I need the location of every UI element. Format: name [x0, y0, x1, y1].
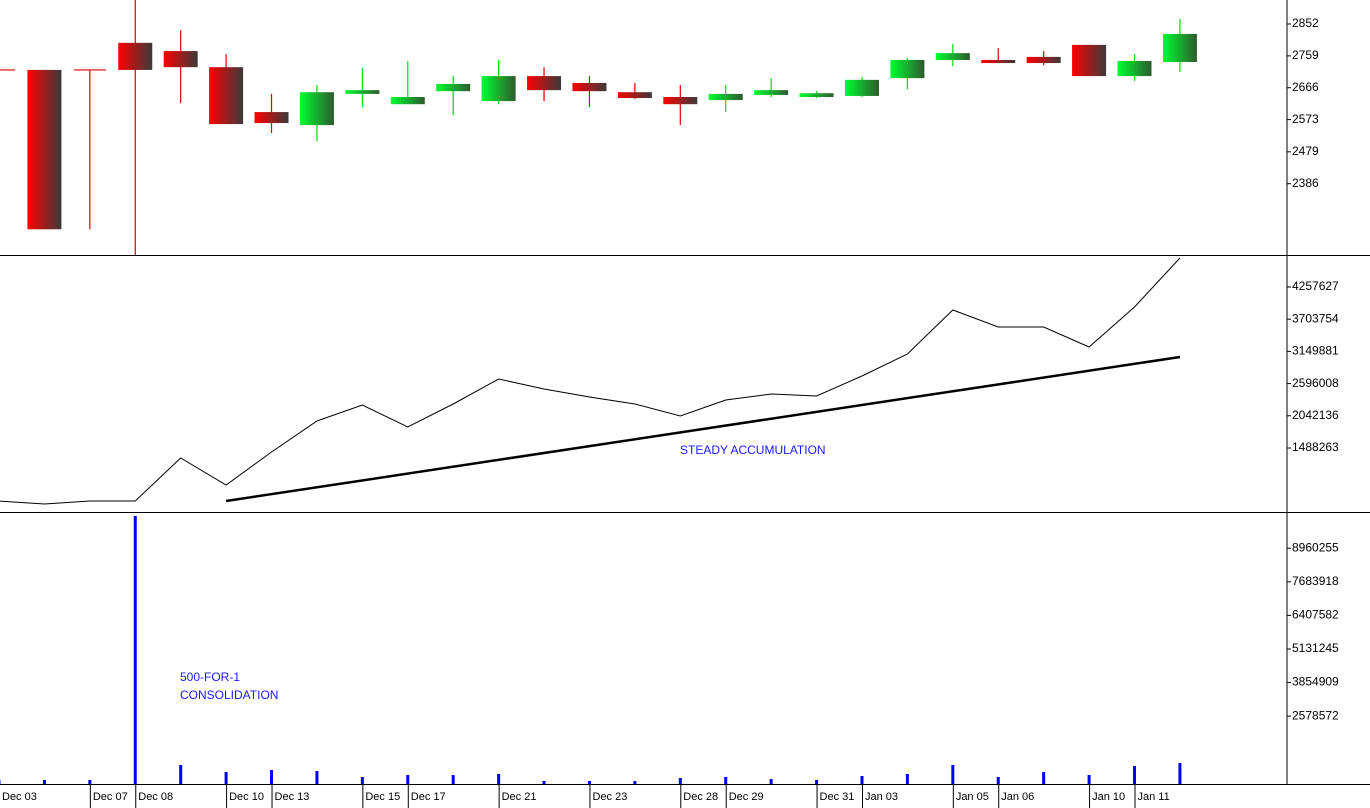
y-tick-label: 4257627: [1292, 279, 1339, 293]
x-tick-label: Dec 28: [683, 791, 718, 803]
volume-bar: [1133, 766, 1136, 784]
x-tick-label: Dec 08: [138, 791, 173, 803]
volume-bar: [451, 775, 455, 784]
y-tick-label: 2042136: [1292, 408, 1339, 422]
y-tick-label: 8960255: [1292, 540, 1339, 554]
candle-body: [27, 69, 62, 230]
line-series: [0, 257, 1181, 505]
candle-body: [390, 96, 425, 105]
volume-bar: [905, 774, 909, 784]
y-tick-label: 3149881: [1292, 344, 1339, 358]
y-tick-label: 6407582: [1292, 608, 1339, 622]
x-tick-label: Jan 03: [865, 791, 898, 803]
x-tick-label: Dec 15: [365, 791, 400, 803]
x-tick-label: Jan 06: [1001, 791, 1034, 803]
candle-body: [345, 90, 380, 94]
panel: [0, 257, 1181, 505]
panel: [0, 0, 1197, 255]
y-tick-label: 5131245: [1292, 641, 1339, 655]
x-tick-label: Jan 05: [956, 791, 989, 803]
volume-bar: [769, 779, 773, 784]
volume-bar: [1178, 763, 1182, 784]
annotation: STEADY ACCUMULATION: [680, 443, 826, 457]
volume-bar: [133, 515, 137, 784]
annotation: 500-FOR-1: [180, 670, 240, 684]
x-tick-label: Dec 13: [275, 791, 310, 803]
x-tick-label: Dec 03: [2, 791, 37, 803]
candle-body: [527, 76, 562, 91]
volume-bar: [1042, 772, 1046, 784]
volume-bar: [497, 774, 501, 784]
volume-bar: [1087, 775, 1091, 784]
candle-body: [844, 79, 879, 96]
candle-body: [163, 51, 198, 68]
candle-body: [935, 53, 970, 60]
candle-body: [1117, 61, 1152, 77]
y-tick-label: 2578572: [1292, 708, 1339, 722]
candle-body: [890, 59, 925, 79]
volume-bar: [270, 770, 274, 784]
y-tick-label: 2573: [1292, 112, 1319, 126]
y-tick-label: 7683918: [1292, 574, 1339, 588]
candle-body: [617, 92, 652, 99]
x-tick-label: Dec 17: [411, 791, 446, 803]
candle-body: [209, 67, 244, 125]
candle-body: [118, 42, 153, 70]
volume-bar: [315, 771, 319, 784]
candle-body: [1072, 44, 1107, 77]
volume-bar: [815, 780, 819, 784]
trend-line: [225, 355, 1181, 503]
volume-bar: [996, 777, 1000, 784]
volume-bar: [951, 765, 955, 784]
volume-bar: [224, 772, 228, 784]
y-tick-label: 2479: [1292, 144, 1319, 158]
panel: [0, 515, 1182, 784]
x-tick-label: Jan 10: [1092, 791, 1125, 803]
x-tick-label: Dec 10: [229, 791, 264, 803]
volume-bar: [0, 780, 1, 784]
y-tick-label: 2596008: [1292, 376, 1339, 390]
x-tick-label: Dec 31: [820, 791, 855, 803]
y-tick-label: 3854909: [1292, 675, 1339, 689]
y-tick-label: 2759: [1292, 48, 1319, 62]
y-tick-label: 3703754: [1292, 311, 1339, 325]
volume-bar: [678, 778, 682, 784]
y-tick-label: 2852: [1292, 16, 1319, 30]
volume-bar: [179, 765, 183, 784]
x-tick-label: Dec 21: [502, 791, 537, 803]
candle-body: [481, 76, 516, 102]
candle-body: [1026, 56, 1061, 64]
y-tick-label: 1488263: [1292, 440, 1339, 454]
volume-bar: [88, 780, 92, 784]
volume-bar: [633, 781, 637, 784]
volume-bar: [724, 777, 728, 784]
candle-body: [708, 93, 743, 101]
y-tick-label: 2386: [1292, 176, 1319, 190]
annotation: CONSOLIDATION: [180, 688, 278, 702]
candle-body: [299, 92, 334, 126]
x-tick-label: Dec 23: [592, 791, 627, 803]
volume-bar: [542, 781, 546, 784]
x-tick-label: Dec 29: [729, 791, 764, 803]
volume-bar: [406, 775, 410, 784]
y-tick-label: 2666: [1292, 80, 1319, 94]
candle-body: [572, 82, 607, 92]
volume-bar: [360, 777, 364, 784]
candle-body: [436, 83, 471, 92]
volume-bar: [42, 780, 46, 784]
x-tick-label: Dec 07: [93, 791, 128, 803]
candle-body: [754, 90, 789, 95]
candle-body: [799, 93, 834, 97]
volume-bar: [587, 781, 591, 784]
volume-bar: [860, 776, 864, 784]
candle-body: [1162, 33, 1197, 63]
candle-body: [254, 112, 289, 124]
candle-body: [981, 59, 1016, 64]
candle-body: [663, 96, 698, 105]
x-tick-label: Jan 11: [1138, 791, 1170, 803]
